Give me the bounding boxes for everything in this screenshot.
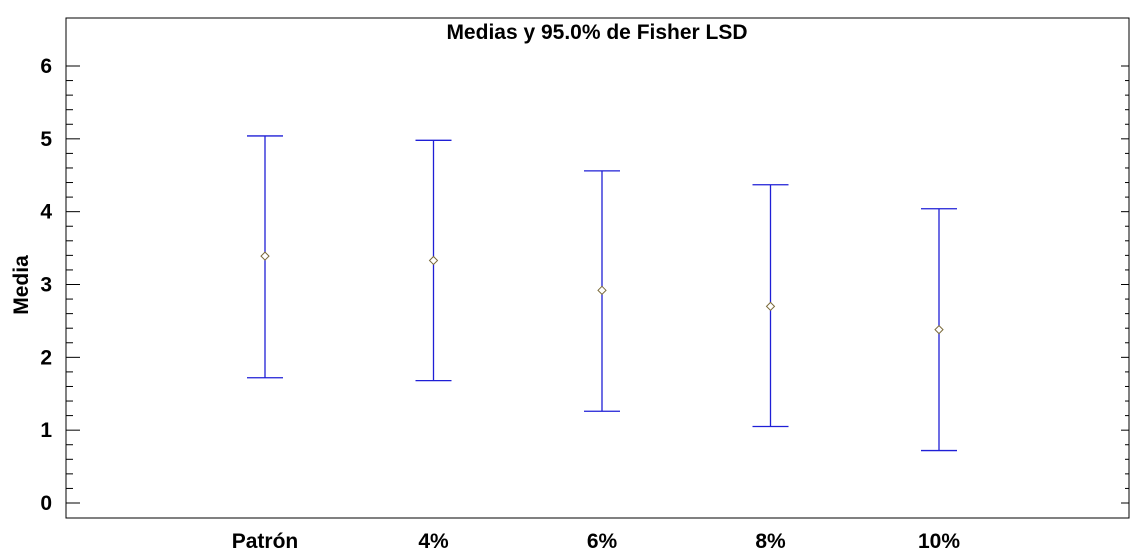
y-tick-label: 3 (40, 274, 52, 297)
y-tick-label: 5 (40, 128, 52, 151)
chart-title: Medias y 95.0% de Fisher LSD (446, 21, 747, 44)
x-tick-label: 6% (587, 530, 618, 550)
plot-frame (65, 17, 1130, 519)
mean-marker (260, 251, 270, 261)
mean-marker (428, 255, 439, 266)
y-tick-label: 2 (40, 346, 52, 369)
y-tick-label: 4 (40, 201, 52, 224)
y-tick-label: 1 (40, 419, 52, 442)
mean-marker (597, 285, 607, 296)
mean-marker (765, 301, 776, 312)
x-axis: Patrón 4% 6% 8% 10% (232, 530, 961, 550)
intervals (247, 135, 957, 452)
x-tick-label: Patrón (232, 530, 299, 550)
y-axis: 0 1 2 3 4 5 6 (40, 55, 1129, 515)
x-tick-label: 8% (755, 530, 786, 550)
x-tick-label: 10% (918, 530, 960, 550)
y-axis-label: Media (10, 255, 33, 315)
y-tick-label: 6 (40, 55, 52, 78)
y-tick-label: 0 (40, 492, 52, 515)
mean-marker (934, 324, 944, 335)
x-tick-label: 4% (418, 530, 449, 550)
